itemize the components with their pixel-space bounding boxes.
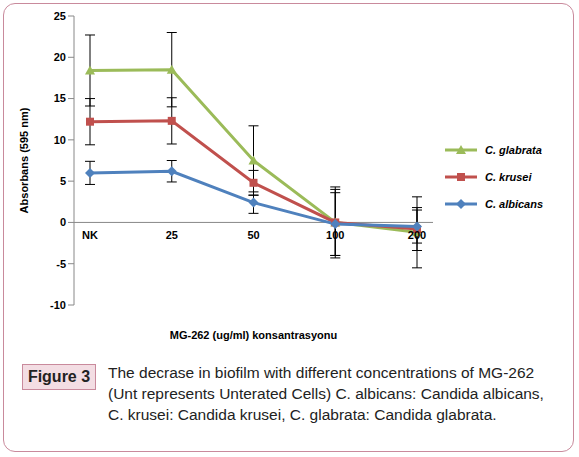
svg-text:-5: -5 [56,258,66,270]
svg-text:-10: -10 [50,299,66,311]
html-text:C. krusei: C. krusei [485,170,532,183]
svg-text:20: 20 [54,51,66,63]
html-text:The decrase in biofilm with di: The decrase in biofilm with different co… [108,364,544,423]
svg-text:15: 15 [54,92,66,104]
svg-text:25: 25 [166,229,178,241]
svg-text:100: 100 [326,229,344,241]
svg-text:10: 10 [54,134,66,146]
html-text:C. albicans: C. albicans [485,197,544,210]
svg-text:MG-262 (ug/ml) konsantrasyonu: MG-262 (ug/ml) konsantrasyonu [170,329,337,341]
svg-text:50: 50 [247,229,259,241]
html-text:Figure 3: Figure 3 [27,368,91,385]
html-text:C. glabrata: C. glabrata [485,143,542,156]
svg-text:Absorbans (595 nm): Absorbans (595 nm) [18,107,30,213]
svg-text:25: 25 [54,10,66,22]
svg-text:200: 200 [408,229,426,241]
svg-text:NK: NK [82,229,98,241]
svg-text:5: 5 [60,175,66,187]
svg-text:0: 0 [60,216,66,228]
